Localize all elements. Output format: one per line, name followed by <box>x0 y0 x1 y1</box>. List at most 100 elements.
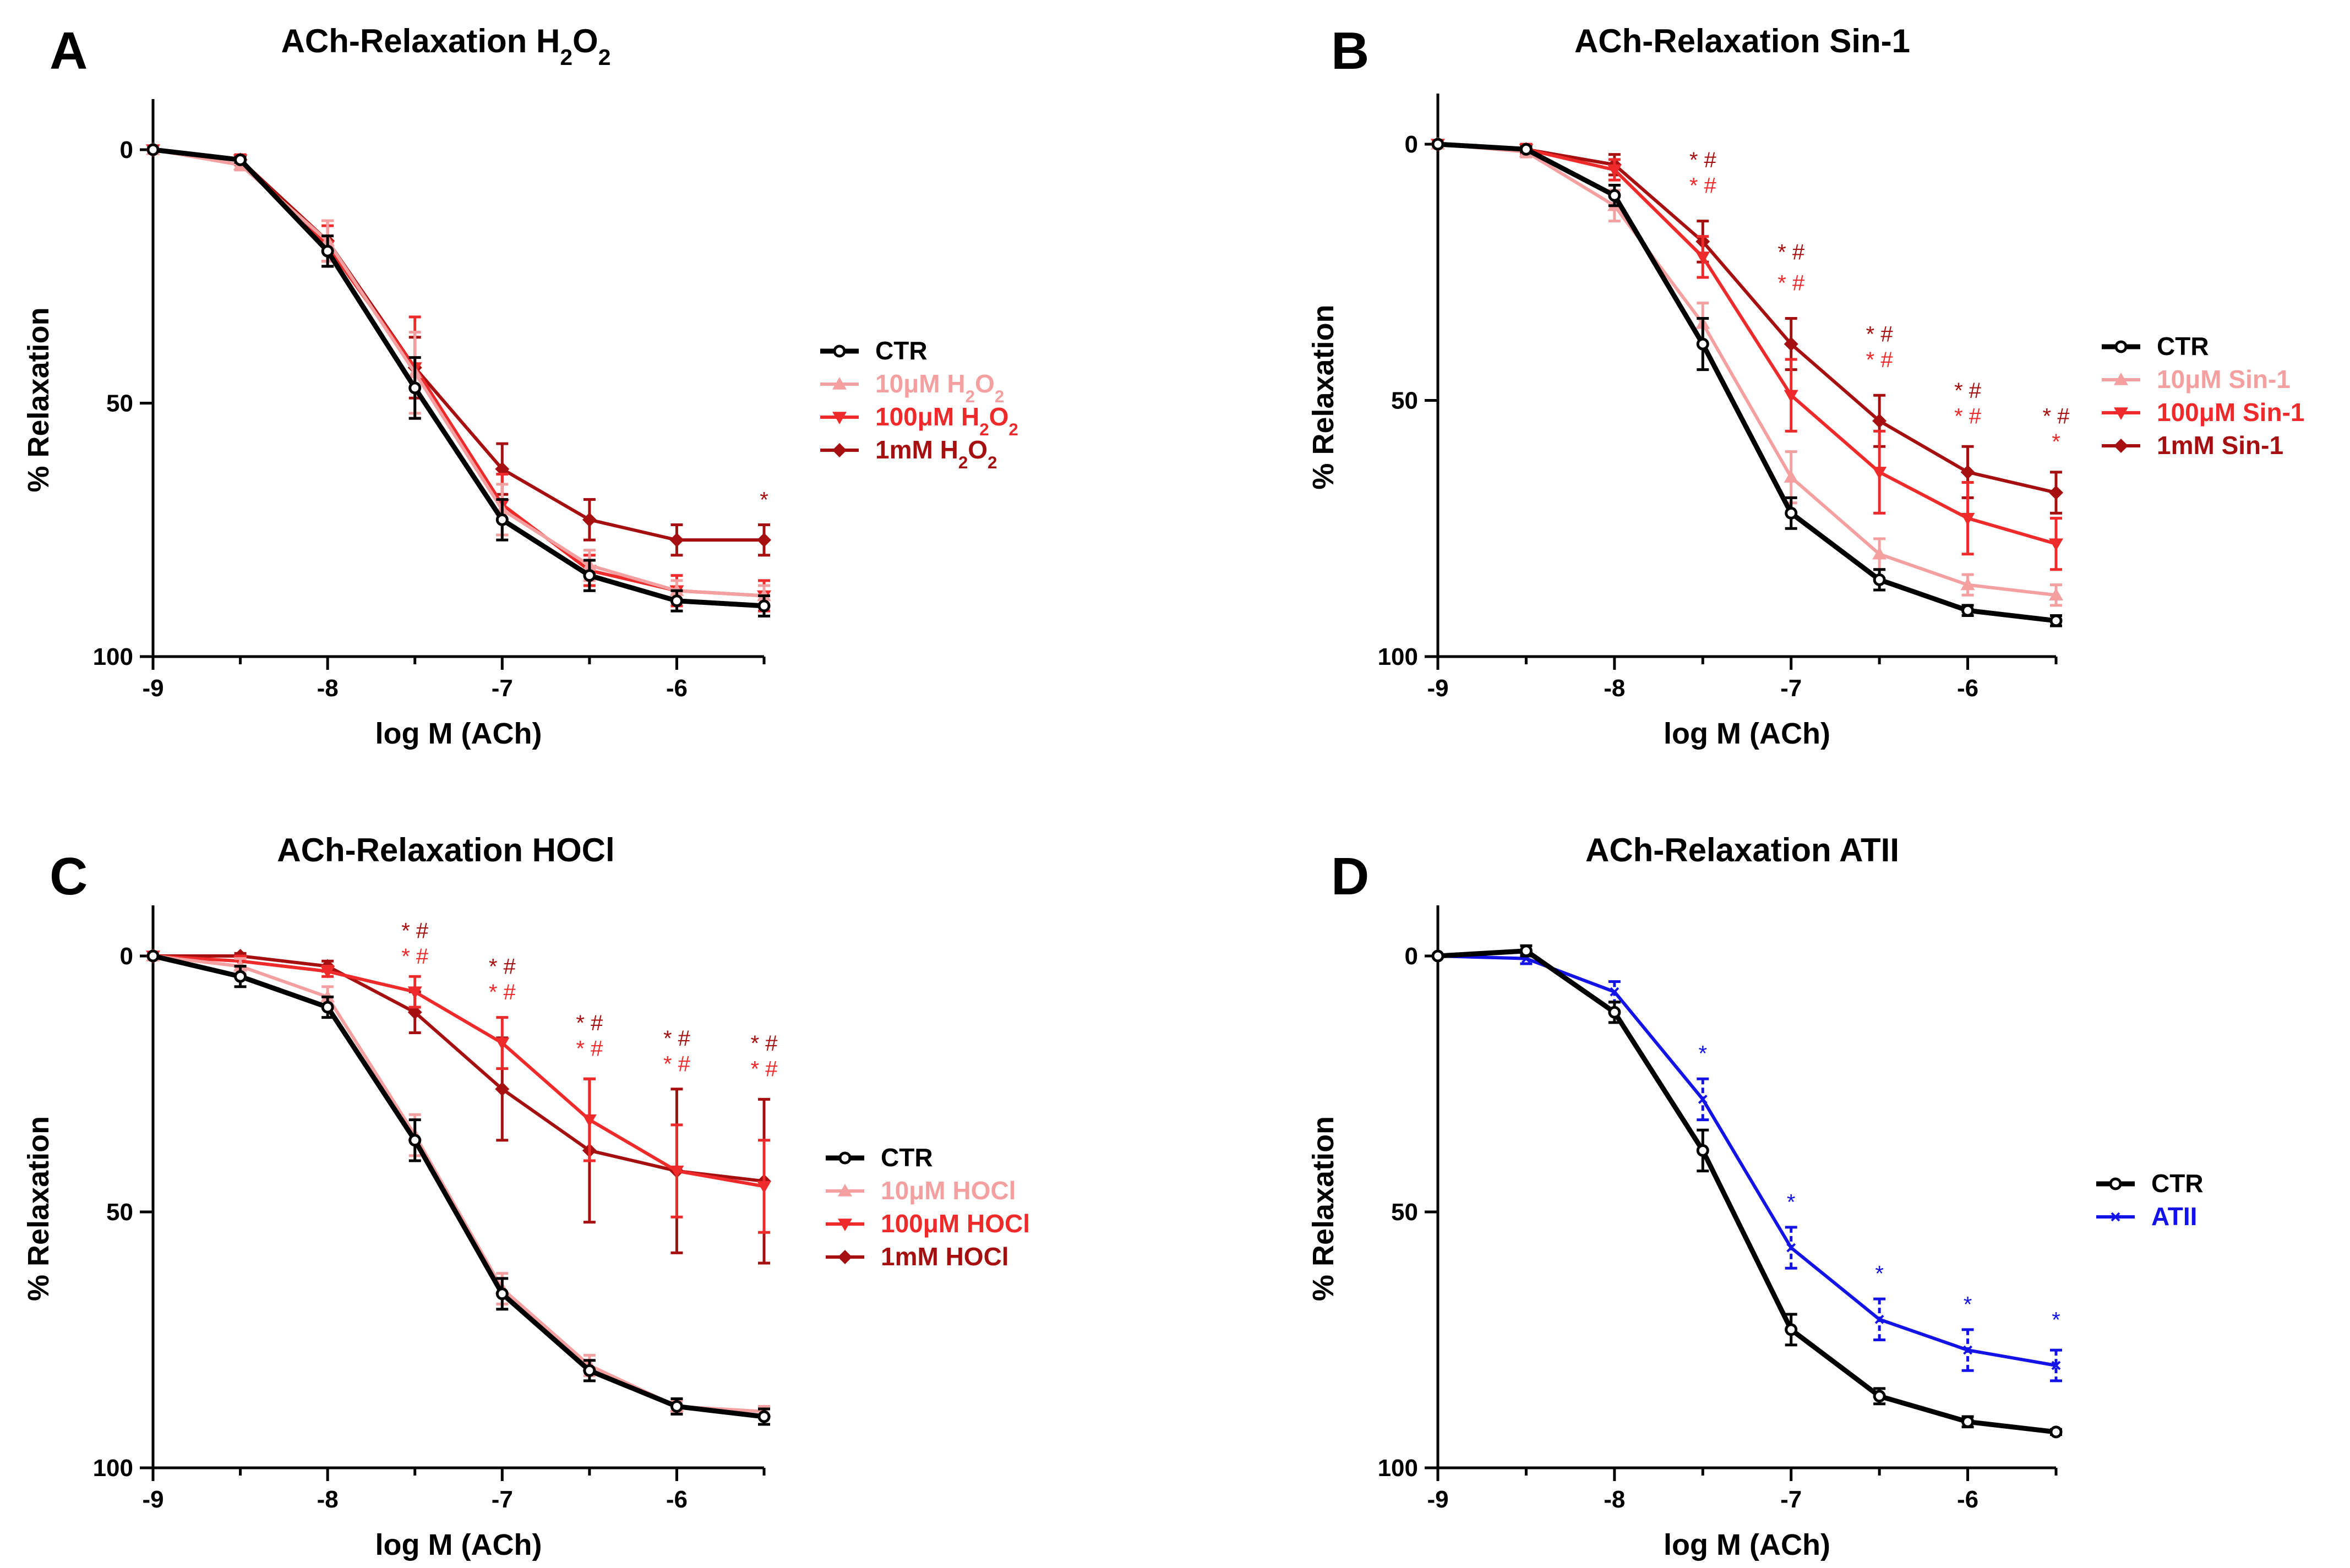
series-1mm-h2o2-marker <box>582 512 597 527</box>
legend-label-part: 1mM H <box>875 435 958 464</box>
chart-title-part: ACh-Relaxation Sin-1 <box>1574 23 1910 59</box>
y-tick-label: 50 <box>106 1199 133 1226</box>
x-tick-label: -8 <box>317 1486 339 1513</box>
significance-annotation: * # <box>1689 148 1717 172</box>
legend-label: 1mM H2O2 <box>875 435 997 472</box>
series-atii-marker <box>1786 1243 1796 1253</box>
legend-atii-marker <box>2111 1212 2120 1222</box>
series-ctr-marker <box>757 599 771 613</box>
x-tick-label: -6 <box>1957 1486 1978 1513</box>
x-tick-label: -6 <box>666 675 688 702</box>
legend-ctr-marker <box>2109 1177 2122 1190</box>
series-ctr-marker <box>1785 506 1798 520</box>
legend-label: 10μM HOCl <box>881 1176 1016 1205</box>
y-tick-label: 50 <box>1391 1199 1418 1226</box>
legend-100-m-sin-1-marker <box>2114 407 2128 420</box>
y-tick-label: 100 <box>1378 643 1418 670</box>
legend-label: ATII <box>2151 1202 2197 1231</box>
x-tick-label: -9 <box>1427 1486 1448 1513</box>
legend: CTR 10μM HOCl 100μM HOCl 1mM HOCl <box>826 1143 1030 1271</box>
legend-label: 100μM H2O2 <box>875 402 1018 439</box>
series-ctr-line <box>152 953 765 1419</box>
series-atii-marker <box>1963 1345 1972 1355</box>
legend-label-subscript: 2 <box>1008 420 1018 439</box>
legend-1mm-h2o2-marker <box>832 443 847 457</box>
legend-label: CTR <box>2157 332 2209 360</box>
legend-label-part: 1mM Sin-1 <box>2157 431 2283 460</box>
legend: CTR 10μM Sin-1 100μM Sin-1 1mM Sin-1 <box>2102 332 2304 460</box>
series-100-m-hocl-marker <box>669 1165 684 1178</box>
series-10-m-sin-1-marker <box>1872 547 1887 560</box>
series-10-m-sin-1-marker <box>1960 577 1975 591</box>
y-tick-label: 50 <box>106 390 133 417</box>
series-ctr-marker <box>670 594 683 608</box>
legend-label-part: O <box>975 369 995 398</box>
significance-annotation: * <box>1698 1042 1707 1066</box>
legend-ctr-marker <box>833 345 846 358</box>
legend-label: 100μM Sin-1 <box>2157 398 2304 427</box>
significance-annotation: * # <box>576 1036 603 1061</box>
significance-annotation: * # <box>401 944 429 969</box>
series-ctr-marker <box>495 513 509 526</box>
legend-10-m-sin-1-marker <box>2114 373 2128 385</box>
y-tick-label: 100 <box>93 1455 133 1482</box>
y-tick-label: 0 <box>1405 131 1418 158</box>
significance-annotation: * # <box>401 919 429 943</box>
series-10-m-hocl-line <box>152 954 765 1413</box>
series-100-m-sin-1-marker <box>2049 538 2063 551</box>
significance-annotation: * <box>2052 1308 2060 1332</box>
significance-annotation: * # <box>1866 348 1894 372</box>
series-ctr-marker <box>670 1400 683 1413</box>
x-tick-label: -7 <box>1780 675 1802 702</box>
x-axis-label: log M (ACh) <box>1664 1528 1830 1561</box>
series-ctr <box>1431 944 2063 1439</box>
legend-label-subscript: 2 <box>995 387 1004 406</box>
x-tick-label: -9 <box>1427 675 1448 702</box>
series-ctr <box>1431 138 2063 627</box>
significance-annotation: * <box>1964 1292 1972 1316</box>
y-tick-label: 0 <box>1405 943 1418 970</box>
series-ctr-marker <box>1961 1415 1975 1428</box>
chart-title-part: O <box>572 23 598 59</box>
significance-annotation: * <box>1875 1262 1884 1286</box>
series-ctr-marker <box>146 143 160 156</box>
x-tick-label: -9 <box>142 1486 163 1513</box>
y-tick-label: 0 <box>120 943 133 970</box>
legend-label: 10μM Sin-1 <box>2157 365 2291 394</box>
series-100-m-sin-1-marker <box>1784 390 1798 403</box>
significance-annotation: * # <box>1954 379 1982 403</box>
series-100-m-sin-1 <box>1431 139 2063 571</box>
series-100-m-hocl-marker <box>757 1181 771 1194</box>
significance-annotation: * # <box>1778 271 1805 295</box>
legend-1mm-hocl-marker <box>838 1250 852 1264</box>
significance-annotation: * # <box>1954 404 1982 428</box>
series-1mm-h2o2-line <box>152 148 764 542</box>
series-ctr-marker <box>1431 138 1444 151</box>
legend-label: CTR <box>875 336 928 365</box>
legend-label: CTR <box>881 1143 933 1172</box>
legend-label-part: 10μM H <box>875 369 966 398</box>
series-ctr-marker <box>1961 604 1975 617</box>
legend-label: 1mM HOCl <box>881 1242 1009 1271</box>
chart-title: ACh-Relaxation ATII <box>1585 832 1899 868</box>
legend-label-subscript: 2 <box>958 453 968 472</box>
series-1mm-h2o2-marker <box>495 462 510 477</box>
legend-label: CTR <box>2151 1169 2204 1198</box>
series-100-m-hocl-marker <box>320 966 335 979</box>
panel-b: B ACh-Relaxation Sin-1 -9 -8 -7 -6 0 50 100 log M… <box>1307 21 2304 750</box>
legend-label-part: 1mM HOCl <box>881 1242 1009 1271</box>
series-ctr-marker <box>1608 1006 1621 1019</box>
legend-label-part: 10μM HOCl <box>881 1176 1016 1205</box>
x-tick-label: -6 <box>666 1486 688 1513</box>
series-1mm-sin-1-marker <box>1960 465 1975 479</box>
series-ctr-line <box>1437 141 2057 624</box>
series-ctr-marker <box>1873 1390 1886 1403</box>
series-ctr-marker <box>1608 189 1621 202</box>
panel-c: C ACh-Relaxation HOCl -9 -8 -7 -6 0 50 100 log M … <box>22 832 1030 1561</box>
series-ctr-marker <box>408 381 422 395</box>
chart-title-subscript: 2 <box>598 45 611 70</box>
legend-ctr-marker <box>838 1151 852 1165</box>
chart-title: ACh-Relaxation H2O2 <box>281 23 611 70</box>
